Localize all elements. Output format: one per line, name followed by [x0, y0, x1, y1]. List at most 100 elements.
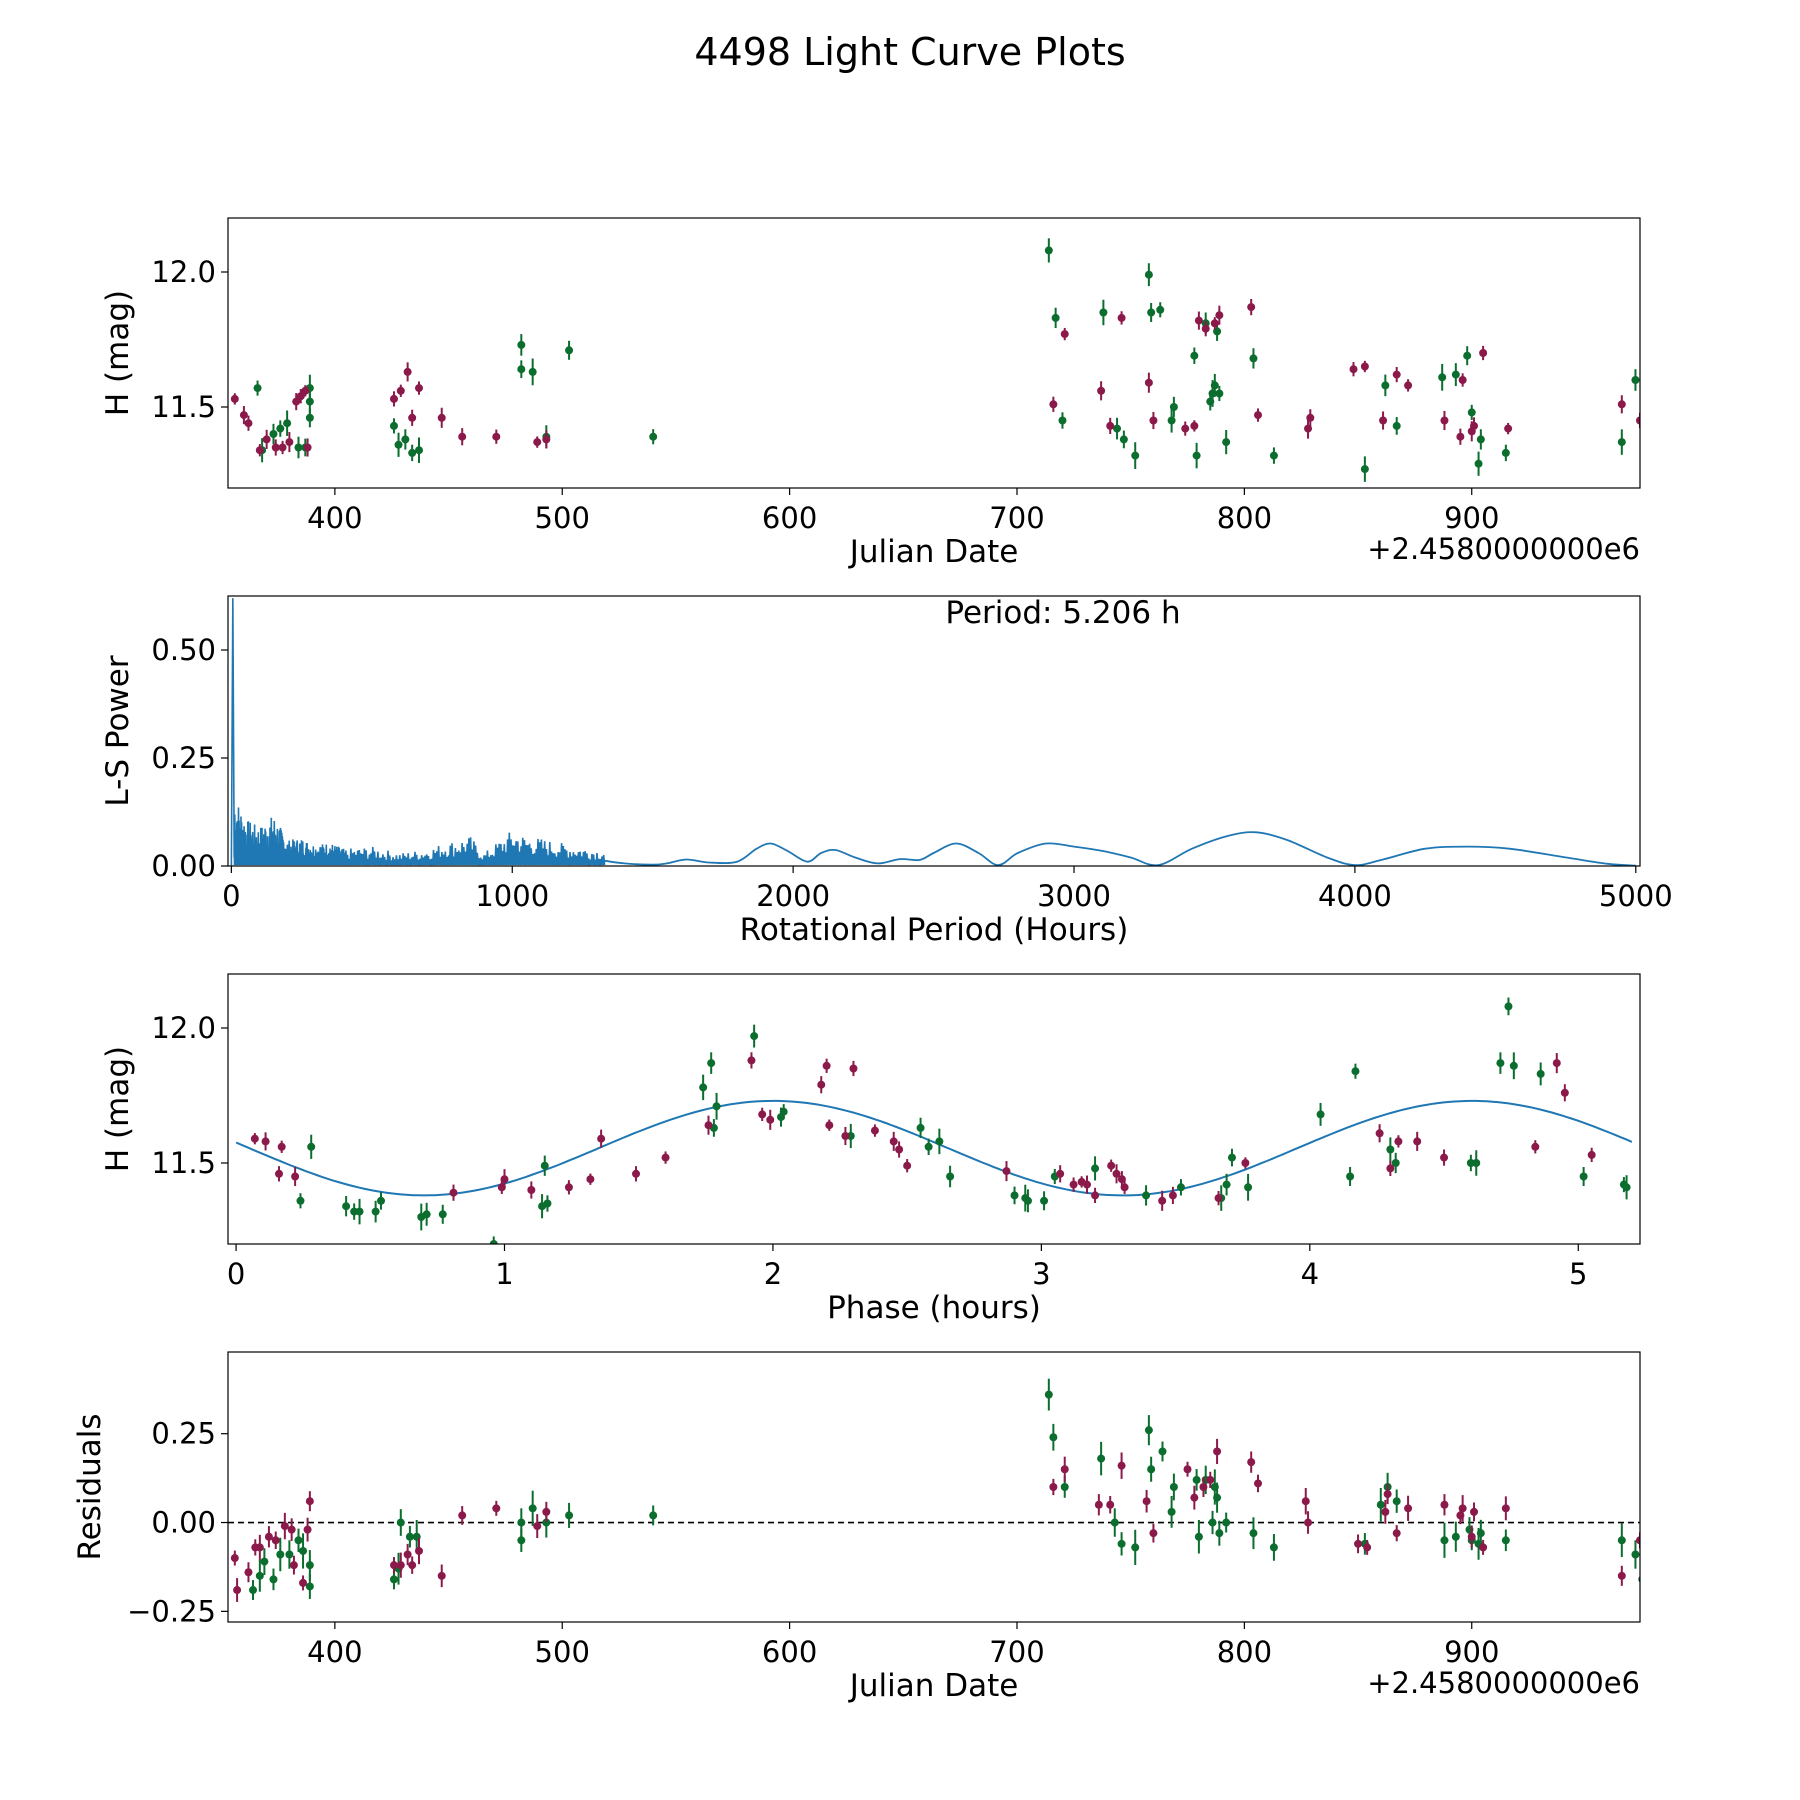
lightcurve-green-marker: [1144, 270, 1153, 279]
residuals-ytick-label: 0.25: [151, 1417, 216, 1451]
phase-green-point: [438, 1204, 447, 1224]
phase-green-point: [1023, 1189, 1032, 1213]
residuals-green-marker: [528, 1504, 537, 1513]
residuals-green-point: [269, 1568, 278, 1591]
lightcurve-green-marker: [1438, 373, 1447, 382]
residuals-xlabel: Julian Date: [848, 1668, 1019, 1704]
phase-green-point: [946, 1165, 955, 1188]
lightcurve-magenta-marker: [437, 413, 446, 422]
phase-green-marker: [1622, 1183, 1631, 1192]
residuals-xtick-label: 500: [535, 1635, 590, 1669]
residuals-green-point: [1222, 1512, 1231, 1533]
phase-green-point: [1142, 1185, 1151, 1206]
lightcurve-magenta-marker: [296, 392, 305, 401]
residuals-magenta-marker: [1106, 1500, 1115, 1509]
phase-green-point: [1351, 1063, 1360, 1079]
phase-magenta-point: [1587, 1147, 1596, 1163]
lightcurve-magenta-point: [1392, 366, 1401, 383]
phase-magenta-marker: [1112, 1169, 1121, 1178]
lightcurve-magenta-point: [1349, 362, 1358, 377]
residuals-panel: 400 500 600 700 800 900 −0.25 0.00 0.25 Julian D…: [72, 1351, 1641, 1704]
phase-green-point: [1536, 1062, 1545, 1086]
phase-green-marker: [779, 1107, 788, 1116]
phase-green-marker: [1391, 1159, 1400, 1167]
lightcurve-green-point: [528, 358, 537, 386]
residuals-magenta-marker: [1363, 1543, 1372, 1552]
phase-green-marker: [707, 1059, 716, 1068]
phase-green-marker: [543, 1199, 552, 1208]
residuals-magenta-marker: [408, 1561, 417, 1570]
residuals-magenta-marker: [1213, 1447, 1222, 1456]
lightcurve-green-marker: [1463, 351, 1472, 360]
residuals-green-marker: [1617, 1536, 1626, 1545]
residuals-magenta-marker: [305, 1497, 314, 1506]
residuals-green-marker: [1144, 1426, 1153, 1435]
residuals-magenta-marker: [1190, 1493, 1199, 1502]
lightcurve-green-point: [283, 410, 292, 436]
lightcurve-magenta-marker: [1247, 303, 1256, 312]
residuals-green-marker: [405, 1532, 414, 1541]
residuals-green-marker: [260, 1557, 269, 1566]
phase-green-marker: [1316, 1110, 1325, 1119]
lightcurve-green-point: [394, 432, 403, 457]
lightcurve-magenta-point: [1458, 373, 1467, 387]
phase-magenta-marker: [903, 1161, 912, 1170]
residuals-magenta-point: [287, 1518, 296, 1541]
residuals-green-point: [276, 1537, 285, 1572]
lightcurve-ytick-label: 11.5: [151, 390, 216, 424]
phase-magenta-point: [1241, 1157, 1250, 1169]
lightcurve-magenta-point: [239, 406, 248, 425]
phase-green-point: [1622, 1175, 1631, 1200]
lightcurve-magenta-marker: [1194, 316, 1203, 325]
residuals-xtick-label: 600: [762, 1635, 817, 1669]
periodogram-marks: [230, 598, 1636, 866]
periodogram-plot-area: [230, 598, 1636, 866]
phase-magenta-marker: [1552, 1059, 1561, 1068]
phase-green-point: [543, 1195, 552, 1212]
lightcurve-magenta-point: [1049, 396, 1058, 412]
residuals-green-marker: [565, 1511, 574, 1520]
phase-magenta-marker: [261, 1137, 270, 1146]
periodogram-panel: 0 1000 2000 3000 4000 5000 0.00 0.25 0.50 Rotati…: [100, 595, 1673, 948]
lightcurve-green-point: [1192, 442, 1201, 469]
figure-title: 4498 Light Curve Plots: [694, 30, 1125, 74]
phase-magenta-point: [1056, 1165, 1065, 1183]
residuals-magenta-marker: [1501, 1504, 1510, 1513]
residuals-green-point: [405, 1525, 414, 1548]
lightcurve-panel: 400 500 600 700 800 900 11.5 12.0 Julian Date H…: [100, 217, 1641, 570]
residuals-green-point: [1144, 1415, 1153, 1446]
residuals-magenta-marker: [244, 1568, 253, 1577]
residuals-magenta-marker: [1354, 1539, 1363, 1548]
lightcurve-magenta-point: [1404, 379, 1413, 392]
lightcurve-green-point: [1147, 302, 1156, 323]
phase-green-point: [342, 1196, 351, 1217]
periodogram-xtick-label: 5000: [1599, 879, 1673, 913]
residuals-magenta-marker: [1383, 1490, 1392, 1499]
residuals-green-marker: [1222, 1518, 1231, 1527]
residuals-green-marker: [285, 1550, 294, 1559]
phase-magenta-marker: [250, 1134, 259, 1143]
residuals-green-marker: [517, 1536, 526, 1545]
lightcurve-magenta-marker: [414, 384, 423, 393]
residuals-magenta-marker: [303, 1525, 312, 1534]
lightcurve-xtick-label: 500: [535, 501, 590, 535]
residuals-magenta-marker: [1467, 1532, 1476, 1541]
phase-panel: 0 1 2 3 4 5 11.5 12.0 Phase (hours) H (mag): [100, 973, 1641, 1326]
lightcurve-magenta-marker: [1617, 400, 1626, 409]
phase-magenta-point: [1120, 1180, 1129, 1194]
phase-green-point: [371, 1200, 380, 1223]
lightcurve-green-marker: [1360, 465, 1369, 474]
residuals-green-point: [1044, 1378, 1053, 1411]
residuals-green-point: [1269, 1534, 1278, 1561]
residuals-green-marker: [649, 1511, 658, 1520]
lightcurve-ytick-label: 12.0: [151, 255, 216, 289]
phase-magenta-point: [1440, 1149, 1449, 1166]
residuals-magenta-marker: [1304, 1518, 1313, 1527]
residuals-green-marker: [1249, 1529, 1258, 1538]
phase-ticks: 0 1 2 3 4 5 11.5 12.0: [151, 1011, 1587, 1291]
residuals-green-marker: [269, 1575, 278, 1584]
residuals-magenta-point: [408, 1556, 417, 1574]
phase-green-marker: [1579, 1172, 1588, 1181]
phase-green-marker: [1227, 1153, 1236, 1162]
